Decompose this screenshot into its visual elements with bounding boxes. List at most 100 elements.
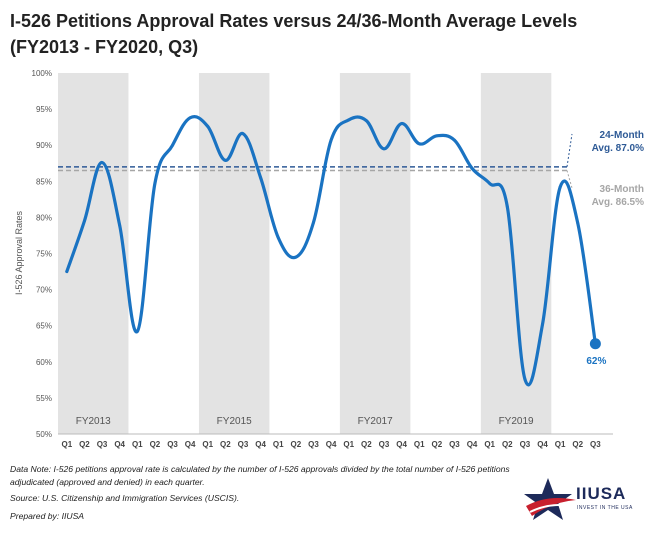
data-point [417, 142, 421, 146]
data-point [171, 143, 174, 147]
data-point [153, 182, 157, 185]
x-tick-label: Q1 [202, 440, 213, 449]
x-tick-label: Q2 [79, 440, 90, 449]
logo-brand: IIUSA [576, 484, 627, 503]
data-point [83, 219, 86, 223]
x-tick-label: Q2 [502, 440, 513, 449]
fy-label-FY2013: FY2013 [76, 416, 111, 427]
data-point [523, 377, 527, 381]
data-point [505, 205, 509, 208]
data-point [470, 166, 474, 170]
chart-title: I-526 Petitions Approval Rates versus 24… [10, 8, 650, 60]
x-tick-label: Q2 [220, 440, 231, 449]
fy-label-FY2019: FY2019 [499, 416, 534, 427]
data-point [488, 182, 492, 185]
x-tick-label: Q3 [308, 440, 319, 449]
fiscal-year-bands: FY2013 FY2015 FY2017 FY2019 [58, 73, 552, 434]
reference-lines: 24-Month Avg. 87.0% 36-Month Avg. 86.5% [58, 130, 644, 208]
reference-value-24-month: Avg. 87.0% [592, 143, 645, 154]
data-point [435, 134, 439, 138]
x-tick-label: Q1 [484, 440, 495, 449]
y-tick-label: 50% [36, 430, 52, 439]
title-line-1: I-526 Petitions Approval Rates versus 24… [10, 11, 578, 31]
data-point [188, 116, 192, 120]
x-tick-label: Q2 [361, 440, 372, 449]
data-point [241, 132, 245, 136]
x-tick-label: Q4 [467, 440, 478, 449]
y-axis-label: I-526 Approval Rates [14, 210, 24, 295]
x-tick-label: Q4 [255, 440, 266, 449]
series-lines: 62% [65, 115, 606, 387]
data-point [382, 147, 386, 151]
data-point [118, 223, 122, 227]
reference-leader-36-month [566, 170, 573, 189]
logo-tagline: INVEST IN THE USA [577, 505, 633, 511]
end-point-marker [589, 338, 601, 350]
x-tick-label: Q1 [555, 440, 566, 449]
reference-leader-24-month [566, 133, 573, 167]
data-point [259, 176, 263, 180]
data-note-line-2: adjudicated (approved and denied) in eac… [10, 477, 205, 487]
y-tick-label: 90% [36, 141, 52, 150]
x-tick-label: Q4 [326, 440, 337, 449]
fy-band-FY2019 [480, 73, 552, 434]
x-tick-label: Q1 [132, 440, 143, 449]
x-tick-label: Q1 [61, 440, 72, 449]
data-point [364, 119, 368, 123]
data-point [576, 221, 580, 225]
fy-band-FY2017 [339, 73, 411, 434]
data-point [223, 158, 227, 162]
y-tick-label: 80% [36, 213, 52, 222]
y-tick-label: 65% [36, 322, 52, 331]
x-tick-label: Q3 [167, 440, 178, 449]
x-tick-label: Q4 [114, 440, 125, 449]
x-tick-label: Q2 [291, 440, 302, 449]
data-point [400, 122, 403, 125]
x-tick-label: Q4 [185, 440, 196, 449]
x-tick-label: Q3 [97, 440, 108, 449]
x-axis: Q1 Q2 Q3 Q4 Q1 Q2 Q3 Q4 Q1 Q2 Q3 Q4 Q1 Q2 Q3 Q4 Q1 Q2 Q3 Q4… [61, 440, 601, 449]
data-point [135, 330, 139, 333]
reference-label-36-month: 36-Month [600, 184, 644, 195]
y-tick-label: 70% [36, 286, 52, 295]
iiusa-logo: IIUSA INVEST IN THE USA [522, 474, 652, 524]
data-point [65, 270, 69, 273]
x-tick-label: Q3 [238, 440, 249, 449]
x-tick-label: Q2 [431, 440, 442, 449]
end-point-label: 62% [586, 356, 606, 367]
data-point [100, 161, 104, 164]
x-tick-label: Q3 [590, 440, 601, 449]
y-tick-label: 60% [36, 358, 52, 367]
data-point [329, 138, 333, 142]
data-point [276, 236, 280, 240]
x-tick-label: Q2 [150, 440, 161, 449]
line-chart: FY2013 FY2015 FY2017 FY2019 100% 95% 90% 85% 80… [14, 69, 644, 449]
data-point [312, 221, 315, 224]
data-point [206, 125, 210, 128]
data-note-line-1: Data Note: I-526 petitions approval rate… [10, 464, 510, 474]
fy-band-FY2013 [58, 73, 129, 434]
y-tick-label: 100% [32, 69, 52, 78]
x-tick-label: Q3 [520, 440, 531, 449]
x-tick-label: Q1 [343, 440, 354, 449]
series-line [65, 115, 597, 387]
star-logo-icon [524, 478, 576, 520]
x-tick-label: Q4 [396, 440, 407, 449]
reference-label-24-month: 24-Month [600, 130, 644, 141]
x-tick-label: Q3 [449, 440, 460, 449]
reference-value-36-month: Avg. 86.5% [592, 197, 645, 208]
x-tick-label: Q3 [379, 440, 390, 449]
data-point [294, 255, 298, 259]
fy-label-FY2015: FY2015 [217, 416, 252, 427]
y-tick-label: 95% [36, 105, 52, 114]
data-point [453, 138, 456, 142]
data-point [347, 118, 351, 122]
x-tick-label: Q1 [273, 440, 284, 449]
source-note: Source: U.S. Citizenship and Immigration… [10, 493, 240, 503]
y-axis: 100% 95% 90% 85% 80% 75% 70% 65% 60% 55% 50% [32, 69, 613, 439]
y-tick-label: 55% [36, 394, 52, 403]
y-tick-label: 75% [36, 250, 52, 259]
data-point [558, 185, 562, 189]
x-tick-label: Q4 [537, 440, 548, 449]
title-line-2: (FY2013 - FY2020, Q3) [10, 37, 199, 57]
